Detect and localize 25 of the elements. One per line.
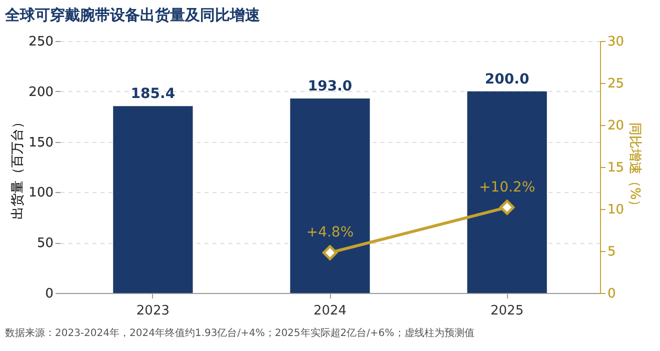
y-tick-label: 0 [45,286,54,302]
y-tick-label: 50 [36,236,54,252]
y-tick-label: 100 [28,186,54,201]
y2-tick-label: 15 [608,160,624,176]
y2-tick-label: 30 [608,34,624,50]
y-tick-label: 150 [28,135,54,150]
y-tick-label: 200 [28,84,54,100]
y2-tick-label: 25 [608,76,624,92]
data-label: 200.0 [484,71,530,88]
y2-axis-title: 同比增速（%） [627,122,642,213]
y2-tick-label: 5 [608,244,616,260]
source-note: 数据来源：2023-2024年，2024年终值约1.93亿台/+4%；2025年实际超2亿台/+6%；虚线柱为预测值 [5,327,474,339]
x-tick-label: 2024 [313,304,347,318]
y2-tick-label: 20 [608,118,624,134]
data-label: +4.8% [306,224,354,241]
x-tick-label: 2023 [136,304,170,318]
data-label: 185.4 [130,86,176,102]
y2-tick-label: 0 [608,286,616,302]
data-label: 193.0 [308,78,352,94]
chart-title: 全球可穿戴腕带设备出货量及同比增速 [4,6,261,24]
x-tick-label: 2025 [490,304,524,318]
y-tick-label: 250 [28,34,54,50]
y-axis-title: 出货量（百万台） [10,116,26,220]
data-label: +10.2% [478,179,536,196]
y2-tick-label: 10 [608,202,624,218]
